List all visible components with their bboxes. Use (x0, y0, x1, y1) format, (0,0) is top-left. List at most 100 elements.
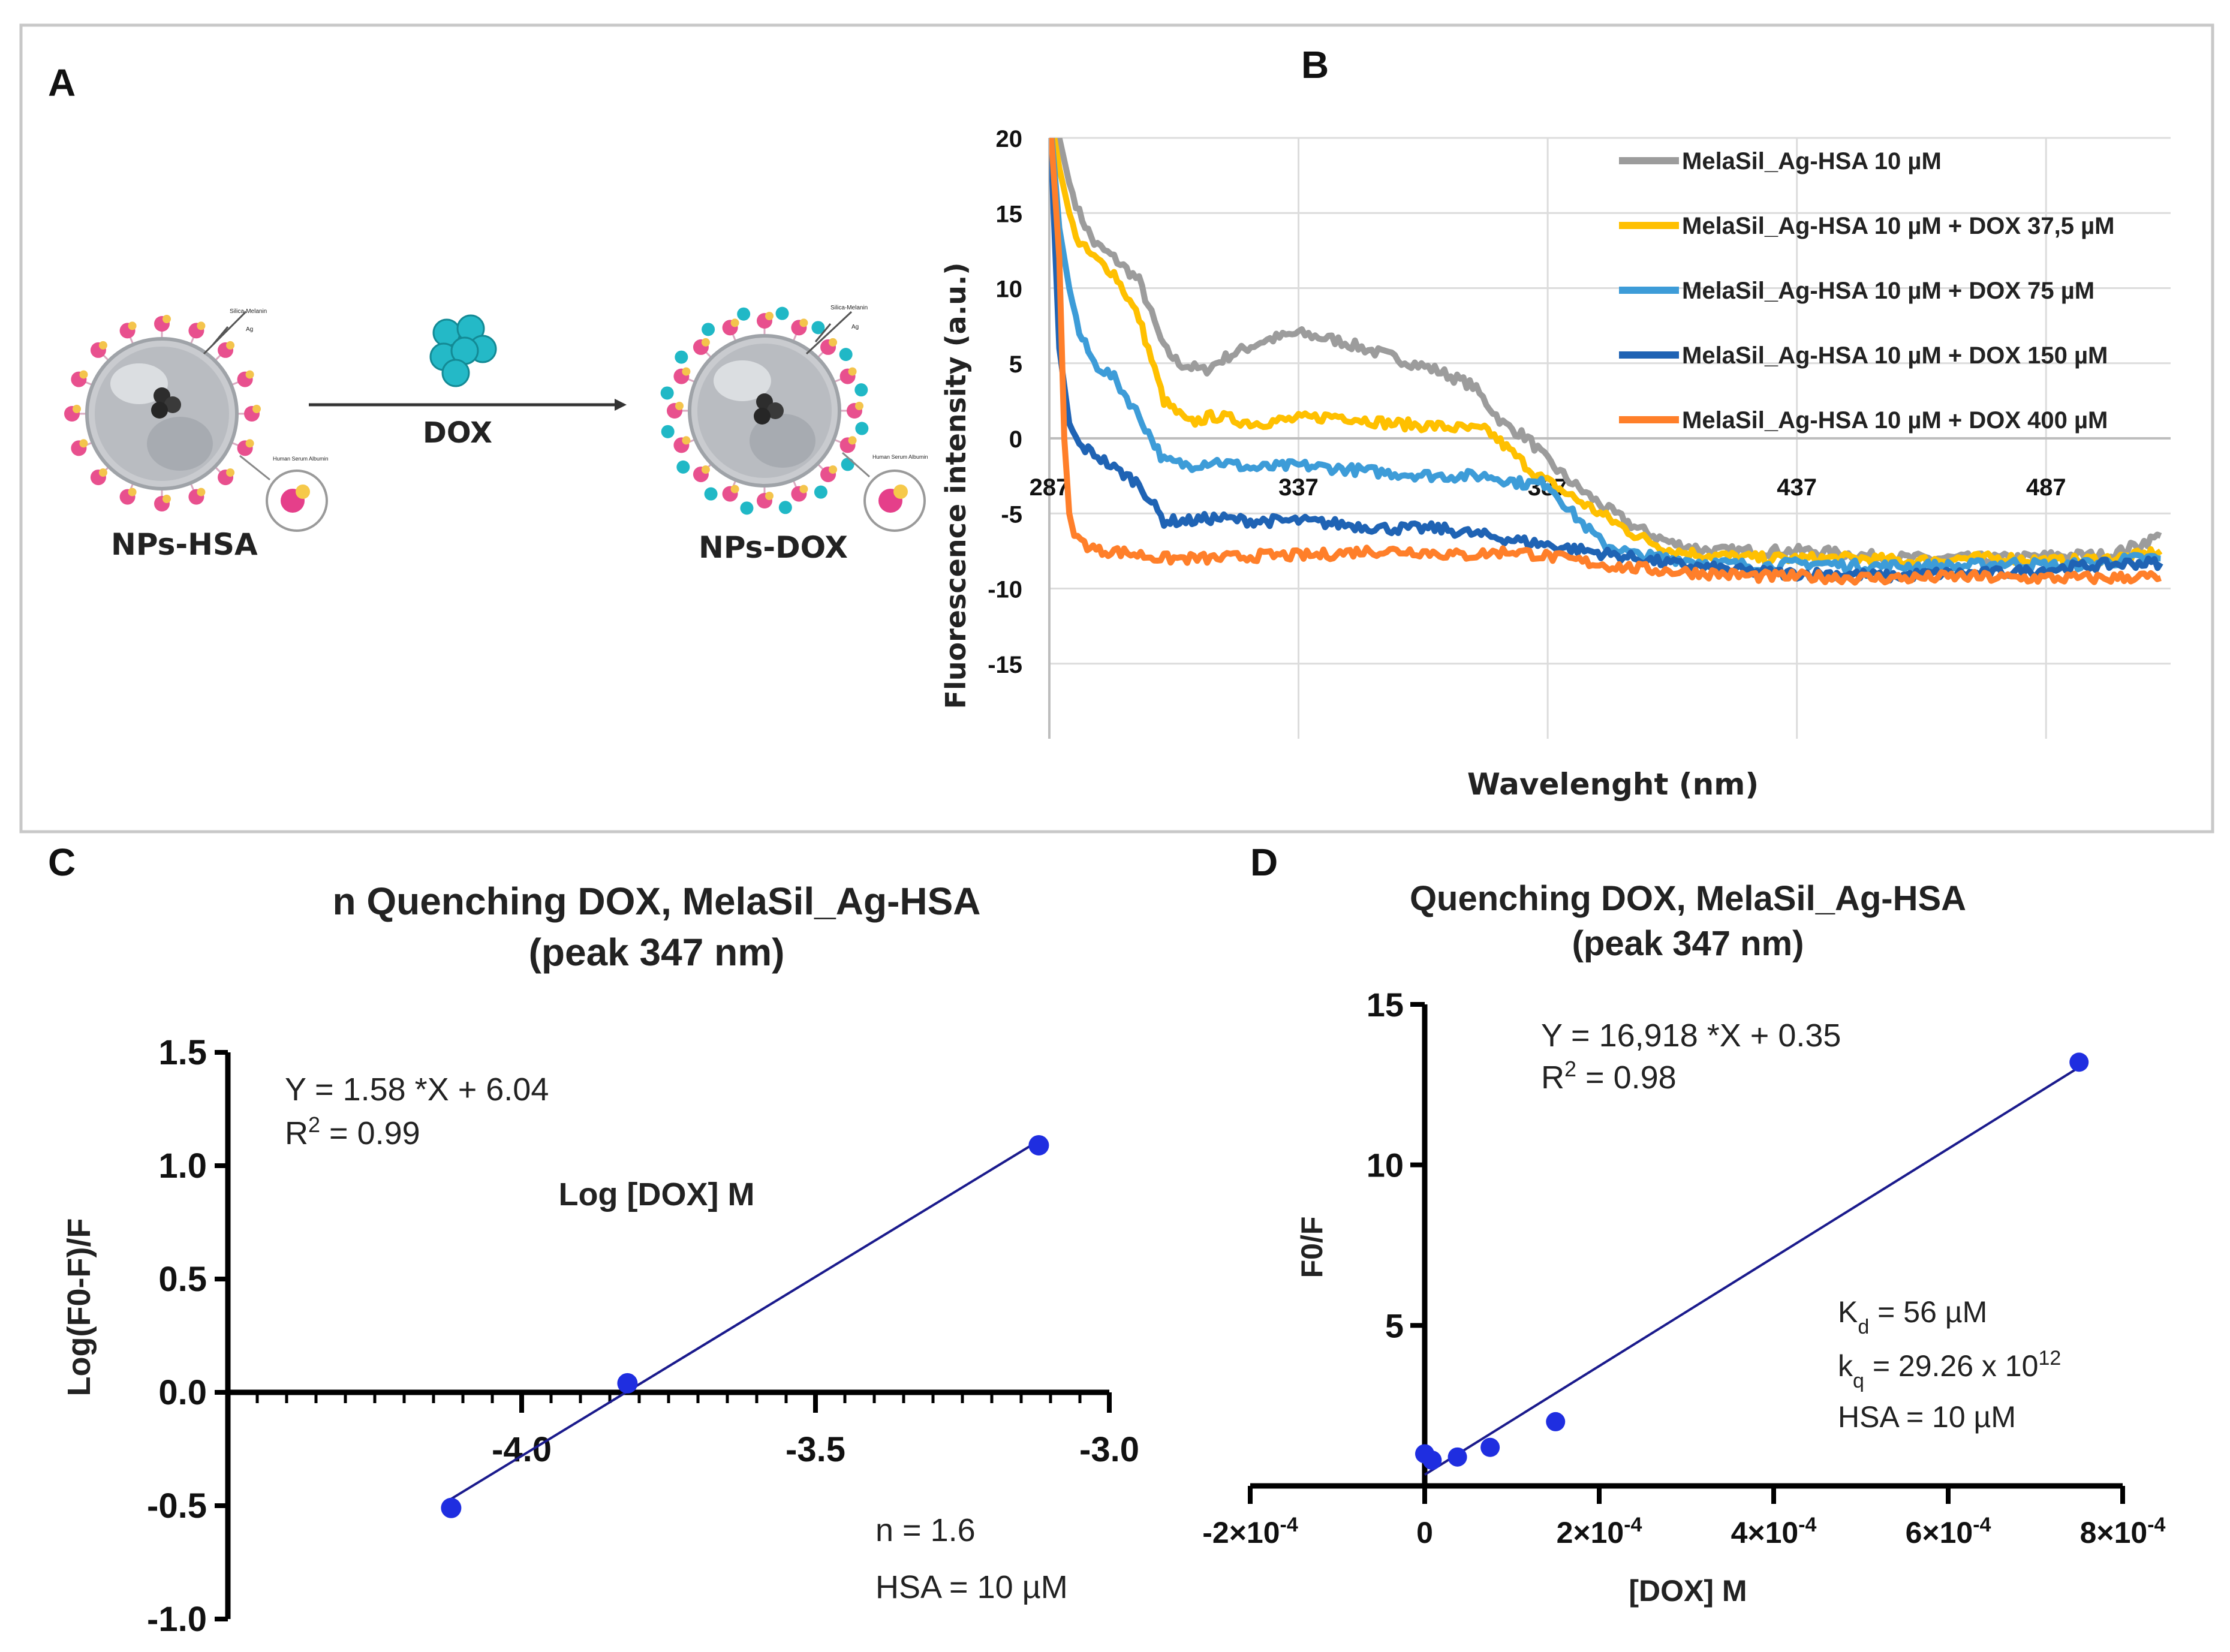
c-r2: R2 = 0.99 (285, 1112, 420, 1152)
b-y-tick-label: 5 (1009, 351, 1022, 378)
d-x-tick-mantissa: -2×10 (1202, 1516, 1280, 1549)
b-y-tick-label: 10 (996, 276, 1023, 303)
hsa-protein-domain (252, 405, 261, 413)
b-x-tick-label: 287 (1030, 474, 1070, 501)
hsa-protein-domain (765, 492, 774, 500)
dox-bound (778, 501, 792, 514)
dox-bound (855, 422, 869, 435)
dox-bound (702, 323, 715, 336)
c-fit-line (450, 1139, 1040, 1500)
hsa-protein-domain (79, 370, 88, 379)
d-x-tick-exponent: -4 (2147, 1513, 2165, 1536)
nps-dox-particle-illustration: Silica-Melanin Ag Human Serum Albumin (660, 305, 928, 532)
hsa-protein-domain (848, 436, 857, 445)
c-title-line1: n Quenching DOX, MelaSil_Ag-HSA (333, 880, 981, 923)
dox-bound (814, 485, 827, 499)
c-y-tick-label: -1.0 (147, 1600, 207, 1639)
d-kd-sub: d (1858, 1316, 1869, 1338)
d-x-tick-mantissa: 2×10 (1557, 1516, 1624, 1549)
d-x-tick-label: 2×10-4 (1557, 1513, 1642, 1549)
left-callout-silica: Silica-Melanin (230, 308, 267, 315)
b-y-tick-label: -5 (1001, 501, 1022, 528)
d-fit-line (1424, 1066, 2080, 1476)
d-r2-prefix: R (1541, 1060, 1564, 1096)
hsa-protein-domain (98, 468, 107, 477)
b-legend-label-4: MelaSil_Ag-HSA 10 µM + DOX 400 µM (1682, 407, 2108, 434)
hsa-protein-domain (799, 485, 808, 494)
c-y-tick-label: -0.5 (147, 1487, 207, 1525)
hsa-protein-domain (162, 315, 171, 323)
b-x-tick-label: 337 (1278, 474, 1319, 501)
d-kd-rest: = 56 µM (1869, 1295, 1987, 1329)
hsa-protein-domain (829, 465, 838, 474)
c-x-tick-label: -3.0 (1079, 1430, 1139, 1469)
d-data-point (1480, 1437, 1500, 1457)
d-kd: Kd = 56 µM (1838, 1295, 1987, 1338)
hsa-protein-domain (226, 468, 235, 477)
d-y-tick-label: 15 (1367, 986, 1404, 1024)
dox-bound (740, 501, 754, 515)
b-x-axis-label: Wavelenght (nm) (1467, 767, 1759, 802)
d-x-tick-mantissa: 4×10 (1731, 1516, 1799, 1549)
c-axes: 1.5 1.0 0.5 0.0 -0.5 -1.0 -4.0 -3.5 -3.0 (147, 1033, 1139, 1639)
c-plot (441, 1135, 1049, 1518)
b-x-tick-label: 487 (2026, 474, 2066, 501)
hsa-protein-domain (848, 367, 857, 376)
d-r2-value: = 0.98 (1576, 1060, 1677, 1096)
d-x-tick-label: 8×10-4 (2080, 1513, 2166, 1549)
hsa-protein-domain (682, 436, 691, 445)
hsa-protein-domain (799, 318, 808, 327)
d-x-tick-mantissa: 6×10 (1906, 1516, 1973, 1549)
c-data-point (617, 1373, 638, 1394)
c-y-tick-label: 1.5 (158, 1033, 207, 1072)
b-series (1049, 138, 2163, 586)
dox-bound (737, 307, 751, 321)
hsa-protein-domain (197, 321, 206, 330)
right-callout-ag: Ag (851, 324, 859, 330)
d-hsa: HSA = 10 µM (1838, 1400, 2016, 1434)
b-series-line-0 (1056, 138, 2162, 566)
d-y-tick-label: 10 (1367, 1147, 1404, 1184)
dox-bound (676, 460, 690, 474)
dox-bound (775, 306, 789, 320)
c-x-tick-label: -4.0 (492, 1430, 552, 1469)
c-r2-prefix: R (285, 1115, 308, 1151)
nps-hsa-label: NPs-HSA (111, 527, 258, 562)
dox-molecule-icon (429, 314, 497, 387)
right-callout-hsa: Human Serum Albumin (872, 454, 928, 460)
d-r2-sup: 2 (1564, 1057, 1576, 1081)
c-r2-sup: 2 (308, 1112, 320, 1137)
d-r2: R2 = 0.98 (1541, 1057, 1677, 1096)
b-legend-label-2: MelaSil_Ag-HSA 10 µM + DOX 75 µM (1682, 278, 2094, 304)
hsa-protein-domain (730, 485, 739, 494)
dox-bound (841, 458, 854, 471)
hsa-protein-domain (765, 312, 774, 320)
b-series-line-2 (1049, 138, 2161, 574)
panel-a: A Silica-Melanin Ag Human Serum Albumin … (48, 61, 928, 565)
b-legend-label-3: MelaSil_Ag-HSA 10 µM + DOX 150 µM (1682, 342, 2108, 369)
d-plot (1415, 1052, 2089, 1476)
c-r2-value: = 0.99 (320, 1115, 420, 1151)
panel-c: C n Quenching DOX, MelaSil_Ag-HSA (peak … (48, 841, 1139, 1639)
hsa-protein-domain (128, 488, 137, 496)
right-callout-silica: Silica-Melanin (830, 305, 868, 311)
d-title-line1: Quenching DOX, MelaSil_Ag-HSA (1410, 879, 1966, 918)
c-data-point (1028, 1135, 1049, 1156)
d-x-tick-mantissa: 0 (1416, 1516, 1433, 1549)
d-kq-rest: = 29.26 x 10 (1864, 1349, 2039, 1383)
hsa-protein-domain (675, 402, 684, 410)
d-kq: kq = 29.26 x 1012 (1838, 1347, 2061, 1392)
b-legend: MelaSil_Ag-HSA 10 µM MelaSil_Ag-HSA 10 µM… (1619, 148, 2114, 434)
dox-bound (854, 383, 868, 397)
hsa-protein-domain (197, 488, 206, 496)
c-equation: Y = 1.58 *X + 6.04 (285, 1072, 549, 1108)
d-data-point (1447, 1447, 1467, 1467)
d-y-tick-label: 5 (1385, 1307, 1404, 1344)
d-data-point (2069, 1052, 2089, 1072)
panel-d-letter: D (1250, 841, 1278, 884)
c-y-tick-label: 0.5 (158, 1260, 207, 1299)
c-y-tick-label: 1.0 (158, 1147, 207, 1185)
hsa-protein-domain (701, 465, 710, 474)
dox-bound (839, 348, 853, 362)
